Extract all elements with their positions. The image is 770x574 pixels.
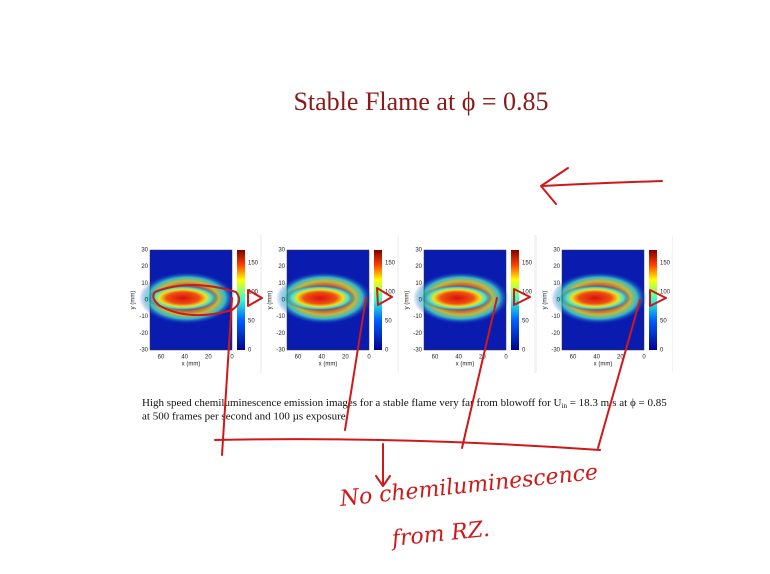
handwritten-note: No chemiluminescence: [338, 460, 600, 512]
y-tick-label: 10: [141, 281, 148, 287]
colorbar-tick-label: 150: [522, 261, 533, 267]
handwritten-note: from RZ.: [389, 517, 491, 552]
y-tick-label: -20: [139, 331, 148, 337]
y-tick-label: 10: [278, 281, 285, 287]
colorbar-tick-label: 50: [660, 319, 667, 325]
slide: Stable Flame at ϕ = 0.85 3020100-10-20-3…: [0, 0, 770, 574]
caption-text: High speed chemiluminescence emission im…: [142, 397, 562, 409]
y-tick-label: -20: [276, 331, 285, 337]
colorbar-tick-label: 50: [385, 319, 392, 325]
heatmap-core: [421, 285, 493, 311]
arrow-line: [542, 181, 662, 186]
x-axis-label: x (mm): [182, 362, 201, 368]
y-tick-label: -30: [276, 348, 285, 354]
caption-line-2: at 500 frames per second and 100 µs expo…: [142, 411, 349, 423]
down-arrow: [376, 444, 390, 486]
y-tick-label: -30: [413, 348, 422, 354]
x-tick-label: 60: [432, 355, 439, 361]
x-axis-label: x (mm): [319, 362, 338, 368]
y-tick-label: -20: [551, 331, 560, 337]
colorbar-tick-label: 150: [385, 261, 396, 267]
x-tick-label: 40: [455, 355, 462, 361]
y-axis-label: y (mm): [543, 291, 549, 310]
x-tick-label: 60: [570, 355, 577, 361]
x-tick-label: 40: [181, 355, 188, 361]
y-tick-label: -10: [139, 314, 148, 320]
heatmap-core: [284, 285, 356, 311]
slide-title: Stable Flame at ϕ = 0.85: [293, 87, 548, 116]
colorbar-tick-label: 150: [660, 261, 671, 267]
x-tick-label: 20: [205, 355, 212, 361]
y-axis-label: y (mm): [405, 291, 411, 310]
heatmap-core: [559, 285, 631, 311]
x-tick-label: 20: [342, 355, 349, 361]
y-tick-label: -10: [276, 314, 285, 320]
y-tick-label: 20: [141, 264, 148, 270]
y-tick-label: 10: [415, 281, 422, 287]
y-tick-label: 20: [553, 264, 560, 270]
y-tick-label: 30: [278, 248, 285, 254]
y-axis-label: y (mm): [268, 291, 274, 310]
y-tick-label: -10: [551, 314, 560, 320]
y-tick-label: 30: [553, 248, 560, 254]
y-tick-label: 30: [415, 248, 422, 254]
x-axis-label: x (mm): [594, 362, 613, 368]
y-tick-label: -20: [413, 331, 422, 337]
y-tick-label: 20: [278, 264, 285, 270]
y-tick-label: -30: [551, 348, 560, 354]
slide-canvas: Stable Flame at ϕ = 0.85 3020100-10-20-3…: [0, 0, 770, 574]
y-tick-label: 30: [141, 248, 148, 254]
y-tick-label: 10: [553, 281, 560, 287]
x-axis-label: x (mm): [456, 362, 475, 368]
colorbar-tick-label: 50: [522, 319, 529, 325]
y-axis-label: y (mm): [131, 291, 137, 310]
y-tick-label: 20: [415, 264, 422, 270]
caption-line-1: High speed chemiluminescence emission im…: [142, 397, 667, 410]
caption-text: = 18.3 m/s at ϕ = 0.85: [567, 397, 667, 409]
x-tick-label: 40: [593, 355, 600, 361]
colorbar-tick-label: 150: [248, 261, 259, 267]
x-tick-label: 60: [158, 355, 165, 361]
y-tick-label: -30: [139, 348, 148, 354]
bracket: [215, 439, 600, 450]
y-tick-label: -10: [413, 314, 422, 320]
x-tick-label: 40: [318, 355, 325, 361]
x-tick-label: 60: [295, 355, 302, 361]
colorbar-tick-label: 50: [248, 319, 255, 325]
heatmap-core: [147, 285, 219, 311]
